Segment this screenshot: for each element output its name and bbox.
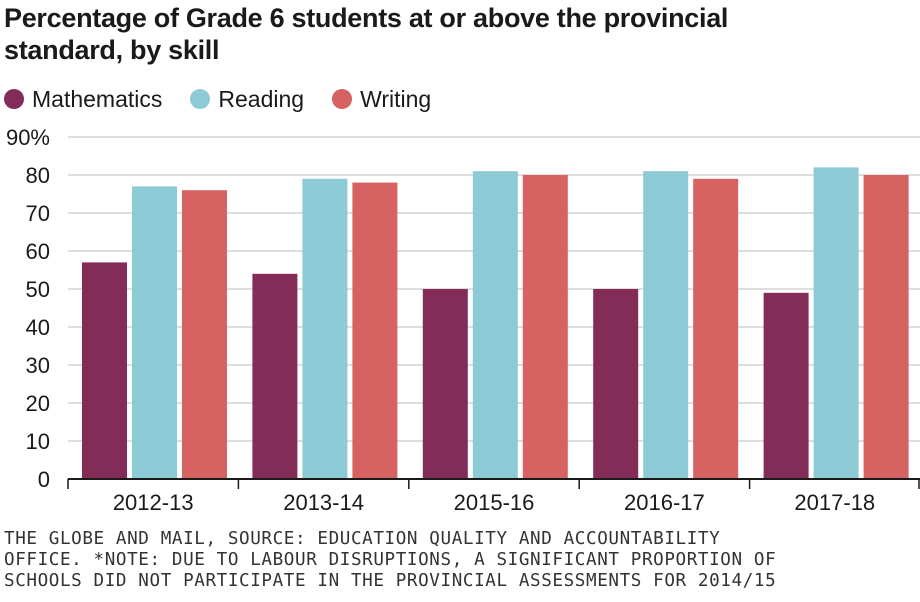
bar-writing-2016-17 <box>693 178 739 480</box>
x-tick-label: 2012-13 <box>113 490 194 515</box>
bar-mathematics-2015-16 <box>422 289 468 479</box>
source-line-2: OFFICE. *NOTE: DUE TO LABOUR DISRUPTIONS… <box>4 550 777 570</box>
source-line-3: SCHOOLS DID NOT PARTICIPATE IN THE PROVI… <box>4 571 777 591</box>
y-tick-label: 20 <box>26 391 50 416</box>
legend-item-reading: Reading <box>190 86 304 113</box>
bars <box>82 167 909 480</box>
bar-mathematics-2013-14 <box>252 273 298 479</box>
y-tick-label: 0 <box>38 467 50 492</box>
axes: 0 10 20 30 40 50 60 70 80 90% 2012-13 2013-14 2015-1… <box>6 125 920 515</box>
legend-swatch-mathematics <box>4 89 24 109</box>
legend-swatch-writing <box>332 89 353 109</box>
chart-title-line-1: Percentage of Grade 6 students at or abo… <box>4 3 729 33</box>
bar-reading-2016-17 <box>643 171 689 479</box>
bar-mathematics-2016-17 <box>593 289 639 479</box>
bar-writing-2012-13 <box>182 190 227 479</box>
chart-legend: Mathematics Reading Writing <box>4 84 459 114</box>
legend-label-mathematics: Mathematics <box>32 85 163 112</box>
bar-mathematics-2012-13 <box>82 262 127 479</box>
y-tick-label: 30 <box>26 353 50 378</box>
bar-writing-2013-14 <box>352 182 398 479</box>
y-tick-label: 60 <box>26 239 50 264</box>
bar-mathematics-2017-18 <box>763 292 809 479</box>
bar-reading-2012-13 <box>132 186 177 479</box>
bar-reading-2017-18 <box>813 167 859 479</box>
legend-item-mathematics: Mathematics <box>4 86 162 113</box>
legend-item-writing: Writing <box>332 86 431 113</box>
source-line-1: THE GLOBE AND MAIL, SOURCE: EDUCATION QU… <box>4 529 721 549</box>
y-tick-label: 70 <box>26 201 50 226</box>
bar-reading-2013-14 <box>302 178 348 480</box>
x-tick-label: 2016-17 <box>624 490 705 515</box>
bar-writing-2015-16 <box>522 175 568 479</box>
y-tick-label: 10 <box>26 429 50 454</box>
bar-chart: 0 10 20 30 40 50 60 70 80 90% 2012-13 2013-14 2015-1… <box>6 125 920 515</box>
y-tick-label: 80 <box>26 163 50 188</box>
x-tick-label: 2015-16 <box>454 490 535 515</box>
y-tick-label: 40 <box>26 315 50 340</box>
bar-writing-2017-18 <box>863 175 909 479</box>
y-tick-label: 90% <box>6 125 50 150</box>
legend-label-writing: Writing <box>360 85 432 112</box>
x-tick-label: 2017-18 <box>794 490 875 515</box>
bar-reading-2015-16 <box>472 171 518 479</box>
y-tick-label: 50 <box>26 277 50 302</box>
chart-title: Percentage of Grade 6 students at or abo… <box>4 2 916 66</box>
legend-swatch-reading <box>190 89 211 109</box>
chart-title-line-2: standard, by skill <box>4 35 220 65</box>
legend-label-reading: Reading <box>218 85 305 112</box>
x-tick-label: 2013-14 <box>283 490 364 515</box>
source-note: THE GLOBE AND MAIL, SOURCE: EDUCATION QU… <box>4 529 918 592</box>
